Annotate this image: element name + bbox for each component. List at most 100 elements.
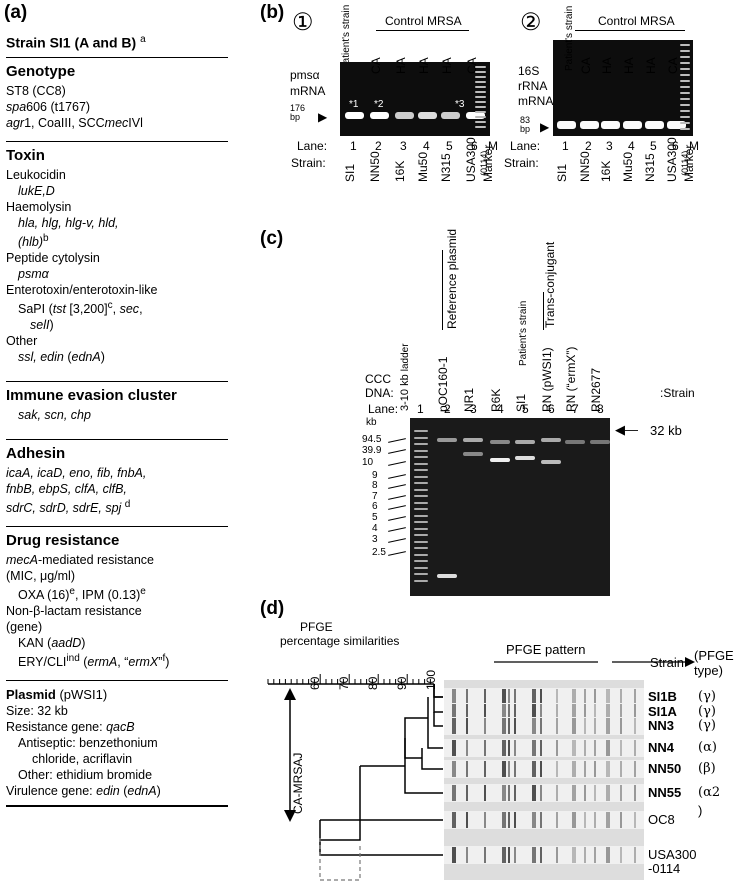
pfge-band: [634, 689, 636, 705]
pfge-row-SI1A: [444, 703, 644, 721]
gel2-band-6: [667, 121, 686, 129]
pfge-band: [452, 847, 456, 863]
gel2-control-bracket: [575, 30, 685, 31]
gel2-patients-strain: Patient's strain: [564, 5, 575, 71]
pfge-band: [540, 812, 542, 828]
leukocidin-label: Leukocidin: [6, 167, 66, 182]
pfge-band: [532, 761, 536, 777]
ladder-band: [414, 547, 428, 549]
pfge-band: [606, 740, 610, 756]
plasmid-resistance: Resistance gene: qacB: [6, 720, 135, 735]
gel2-lane-4: 4: [628, 139, 635, 153]
genotype-spa: spa606 (t1767): [6, 99, 91, 114]
pfge-band: [594, 704, 596, 720]
genotype-heading: Genotype: [6, 62, 76, 80]
ccc-label: CCC: [365, 372, 391, 386]
pfge-band: [484, 785, 486, 801]
gel2-marker-band: [680, 104, 690, 106]
drug-section: Drug resistance mecA-mediated resistance…: [6, 526, 228, 676]
c-strain-label: :Strain: [660, 386, 695, 400]
plasmid-virulence: Virulence gene: edin (ednA): [6, 784, 161, 799]
pfge-band: [634, 847, 636, 863]
c-marker-7: 7: [372, 491, 378, 502]
pfge-band: [452, 785, 456, 801]
pfge-band: [572, 785, 576, 801]
pfge-band: [572, 740, 576, 756]
pfge-band: [532, 847, 536, 863]
gel3-band-1: [437, 574, 457, 578]
genotype-section: Genotype ST8 (CC8) spa606 (t1767) agr1, …: [6, 56, 228, 137]
pfge-band: [466, 761, 468, 777]
plasmid-section: Plasmid (pWSI1) Size: 32 kb Resistance g…: [6, 680, 228, 805]
gel1-lane-5: 5: [446, 139, 453, 153]
pfge-band: [452, 718, 456, 734]
dna-label: DNA:: [365, 386, 394, 400]
gel3-band-10: [541, 460, 561, 464]
gel1-type-3: HA: [417, 57, 431, 74]
gel1-marker-band: [475, 91, 486, 93]
gel1-strain-N315: N315: [439, 153, 453, 182]
ladder-band: [414, 449, 428, 452]
c-marker-10: 10: [362, 457, 374, 468]
immune-section: Immune evasion cluster sak, scn, chp: [6, 380, 228, 429]
drug-nonbeta: Non-β-lactam resistance: [6, 604, 142, 619]
pfge-band: [484, 812, 486, 828]
gel1-band-4: [418, 112, 437, 119]
gel2-strain-NN50: NN50: [578, 151, 592, 182]
gel1-usa-sub: (0114): [479, 150, 489, 176]
pfge-band: [556, 704, 558, 720]
gel1-marker-band: [475, 86, 486, 88]
pfge-band: [514, 704, 516, 720]
drug-ery: ERY/CLIind (ermA, “ermX”f): [18, 653, 170, 670]
d-title-2: percentage similarities: [280, 634, 400, 648]
c-lane-3: 3: [470, 402, 477, 416]
d-type-SI1A: (γ): [698, 704, 716, 719]
d-strain-USA300: USA300: [648, 847, 697, 862]
pfge-band: [594, 740, 596, 756]
ladder-band: [414, 573, 428, 575]
gel2-type-4: HA: [644, 57, 658, 74]
gel2-strain-N315: N315: [643, 153, 657, 182]
cluster-arrow-top: [284, 688, 296, 700]
d-strain-OC8: OC8: [648, 812, 675, 827]
ladder-band: [414, 430, 428, 432]
pfge-band: [584, 847, 586, 863]
gel1-lane-1: 1: [350, 139, 357, 153]
gel3-band-8: [515, 456, 535, 460]
other-toxin-label: Other: [6, 333, 38, 348]
pfge-band: [594, 689, 596, 705]
gel2-usa-sub: (0114): [680, 150, 690, 176]
gel2-marker-band: [680, 92, 690, 94]
pfge-band: [556, 812, 558, 828]
gel3-band-12: [590, 440, 610, 444]
gel1-marker-band: [475, 116, 486, 118]
pfge-band: [620, 761, 622, 777]
drug-gene: (gene): [6, 620, 43, 635]
gel1-type-2: HA: [394, 57, 408, 74]
immune-genes: sak, scn, chp: [18, 407, 91, 422]
gel1-strain-16K: 16K: [393, 160, 407, 182]
d-tick-90: 90: [395, 676, 409, 690]
adhesin-heading: Adhesin: [6, 444, 66, 462]
gel1-control-label: Control MRSA: [385, 14, 462, 28]
pfge-row-USA300: [444, 846, 644, 864]
gel3-band-4: [463, 452, 483, 456]
pfge-band: [556, 785, 558, 801]
other-toxin-genes: ssl, edin (ednA): [18, 349, 105, 364]
sapi-line: SaPI (tst [3,200]c, sec,: [18, 299, 143, 316]
pfge-row-NN50: [444, 760, 644, 778]
pfge-band: [502, 761, 506, 777]
gel1-band-5: [441, 112, 460, 119]
gel2-lane-M: M: [689, 139, 699, 153]
genotype-st: ST8 (CC8): [6, 83, 66, 98]
pfge-band: [502, 689, 506, 705]
gel2-marker-band: [680, 80, 690, 82]
d-type-NN50: (β): [698, 761, 716, 776]
strain-title: Strain SI1 (A and B) a: [6, 34, 146, 51]
pfge-band: [466, 812, 468, 828]
haemolysin-label: Haemolysin: [6, 199, 72, 214]
ca-mrsaj-label: CA-MRSAJ: [291, 752, 305, 814]
pfge-band: [452, 812, 456, 828]
pfge-band: [572, 812, 576, 828]
pfge-band: [532, 785, 536, 801]
